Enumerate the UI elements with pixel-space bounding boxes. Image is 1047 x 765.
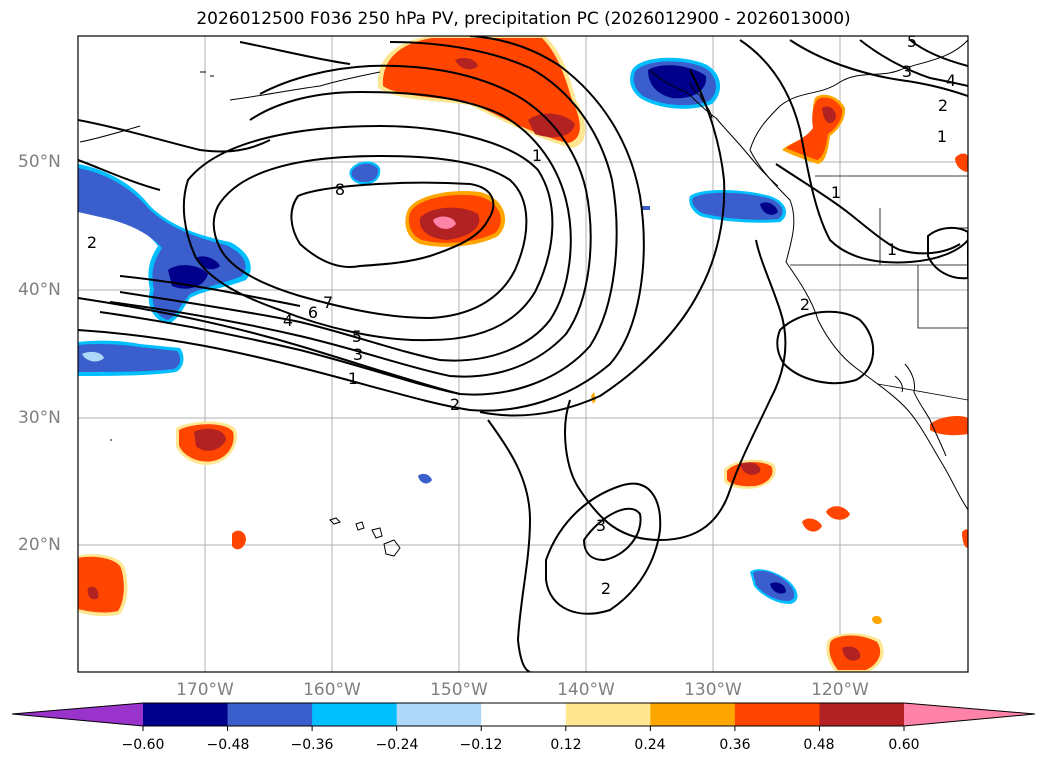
colorbar-tick-label: −0.60 <box>121 737 165 753</box>
lon-label: 150°W <box>430 680 488 700</box>
contour-label: 3 <box>596 516 606 535</box>
colorbar-cell <box>734 703 820 726</box>
pv-contour-8 <box>290 181 495 268</box>
colorbar-cell <box>396 703 482 726</box>
colorbar-cell <box>312 703 398 726</box>
colorbar-cell <box>143 703 229 726</box>
contour-label: 2 <box>938 96 948 115</box>
pv-contour-labels: 8 7 6 5 4 3 2 1 1 2 3 2 2 3 4 5 2 1 1 1 <box>87 32 956 598</box>
precip-northwest-america <box>782 94 968 172</box>
colorbar-cell <box>650 703 736 726</box>
contour-label: 1 <box>887 240 897 259</box>
map-frame <box>77 35 969 673</box>
contour-label: 7 <box>323 293 333 312</box>
colorbar-tick-label: −0.48 <box>206 737 250 753</box>
colorbar-tick-label: 0.12 <box>550 737 582 753</box>
precip-alaska-panhandle <box>630 57 721 109</box>
colorbar-extend-left <box>12 703 143 726</box>
pv-contour-3 <box>99 41 618 396</box>
graticule <box>78 36 968 672</box>
colorbar-cell <box>819 703 905 726</box>
pv-contour-2 <box>78 36 645 412</box>
coastlines <box>79 39 968 557</box>
map-title: 2026012500 F036 250 hPa PV, precipitatio… <box>196 9 851 29</box>
contour-label: 5 <box>352 327 362 346</box>
pv-contour-2b <box>545 482 662 615</box>
colorbar-tick-label: −0.24 <box>375 737 419 753</box>
precip-offshore-northwest <box>689 190 786 223</box>
colorbar-cells <box>143 703 905 726</box>
precip-small-neg-cells <box>349 161 798 604</box>
colorbar-tick-label: 0.36 <box>719 737 751 753</box>
lon-label: 160°W <box>303 680 361 700</box>
pv-contour-6 <box>182 124 554 342</box>
pv-contours <box>78 36 968 672</box>
plot-area: 8 7 6 5 4 3 2 1 1 2 3 2 2 3 4 5 2 1 1 1 <box>78 32 968 672</box>
colorbar-cell <box>227 703 313 726</box>
pv-contour-4 <box>109 64 592 378</box>
colorbar-ticks <box>142 726 905 731</box>
contour-label: 8 <box>335 180 345 199</box>
contour-label: 2 <box>87 233 97 252</box>
contour-label: 3 <box>353 345 363 364</box>
lon-label: 120°W <box>811 680 869 700</box>
contour-label: 1 <box>532 146 542 165</box>
contour-label: 1 <box>831 183 841 202</box>
lon-label: 140°W <box>557 680 615 700</box>
pv-contour-7 <box>212 154 528 320</box>
contour-label: 1 <box>937 127 947 146</box>
precip-gulf-of-alaska <box>377 36 586 148</box>
pv-contour-3b <box>582 507 642 562</box>
contour-label: 5 <box>907 32 917 51</box>
contour-label: 2 <box>800 295 810 314</box>
lat-label: 30°N <box>18 408 61 428</box>
contour-label: 2 <box>450 395 460 414</box>
precip-positive-anomalies <box>78 36 968 672</box>
colorbar-tick-label: 0.48 <box>803 737 835 753</box>
lat-label: 20°N <box>18 535 61 555</box>
contour-label: 4 <box>283 311 293 330</box>
colorbar-tick-label: 0.24 <box>634 737 666 753</box>
lon-label: 170°W <box>176 680 234 700</box>
lon-label: 130°W <box>684 680 742 700</box>
contour-label: 3 <box>902 62 912 81</box>
colorbar-cell <box>565 703 651 726</box>
colorbar <box>11 702 1036 731</box>
colorbar-tick-label: −0.12 <box>459 737 503 753</box>
contour-label: 6 <box>308 303 318 322</box>
precip-small-cells <box>78 392 968 672</box>
contour-label: 4 <box>946 71 956 90</box>
lat-label: 50°N <box>18 152 61 172</box>
pv-contour-5 <box>119 90 572 362</box>
precip-western-pacific <box>78 164 251 376</box>
colorbar-tick-label: −0.36 <box>290 737 334 753</box>
precip-central-pacific <box>405 190 506 247</box>
lat-label: 40°N <box>18 280 61 300</box>
colorbar-cell <box>481 703 567 726</box>
political-borders <box>790 175 968 401</box>
contour-label: 2 <box>601 579 611 598</box>
colorbar-extend-right <box>904 703 1035 726</box>
precip-negative-anomalies <box>78 57 798 604</box>
colorbar-tick-label: 0.60 <box>888 737 920 753</box>
contour-label: 1 <box>348 369 358 388</box>
